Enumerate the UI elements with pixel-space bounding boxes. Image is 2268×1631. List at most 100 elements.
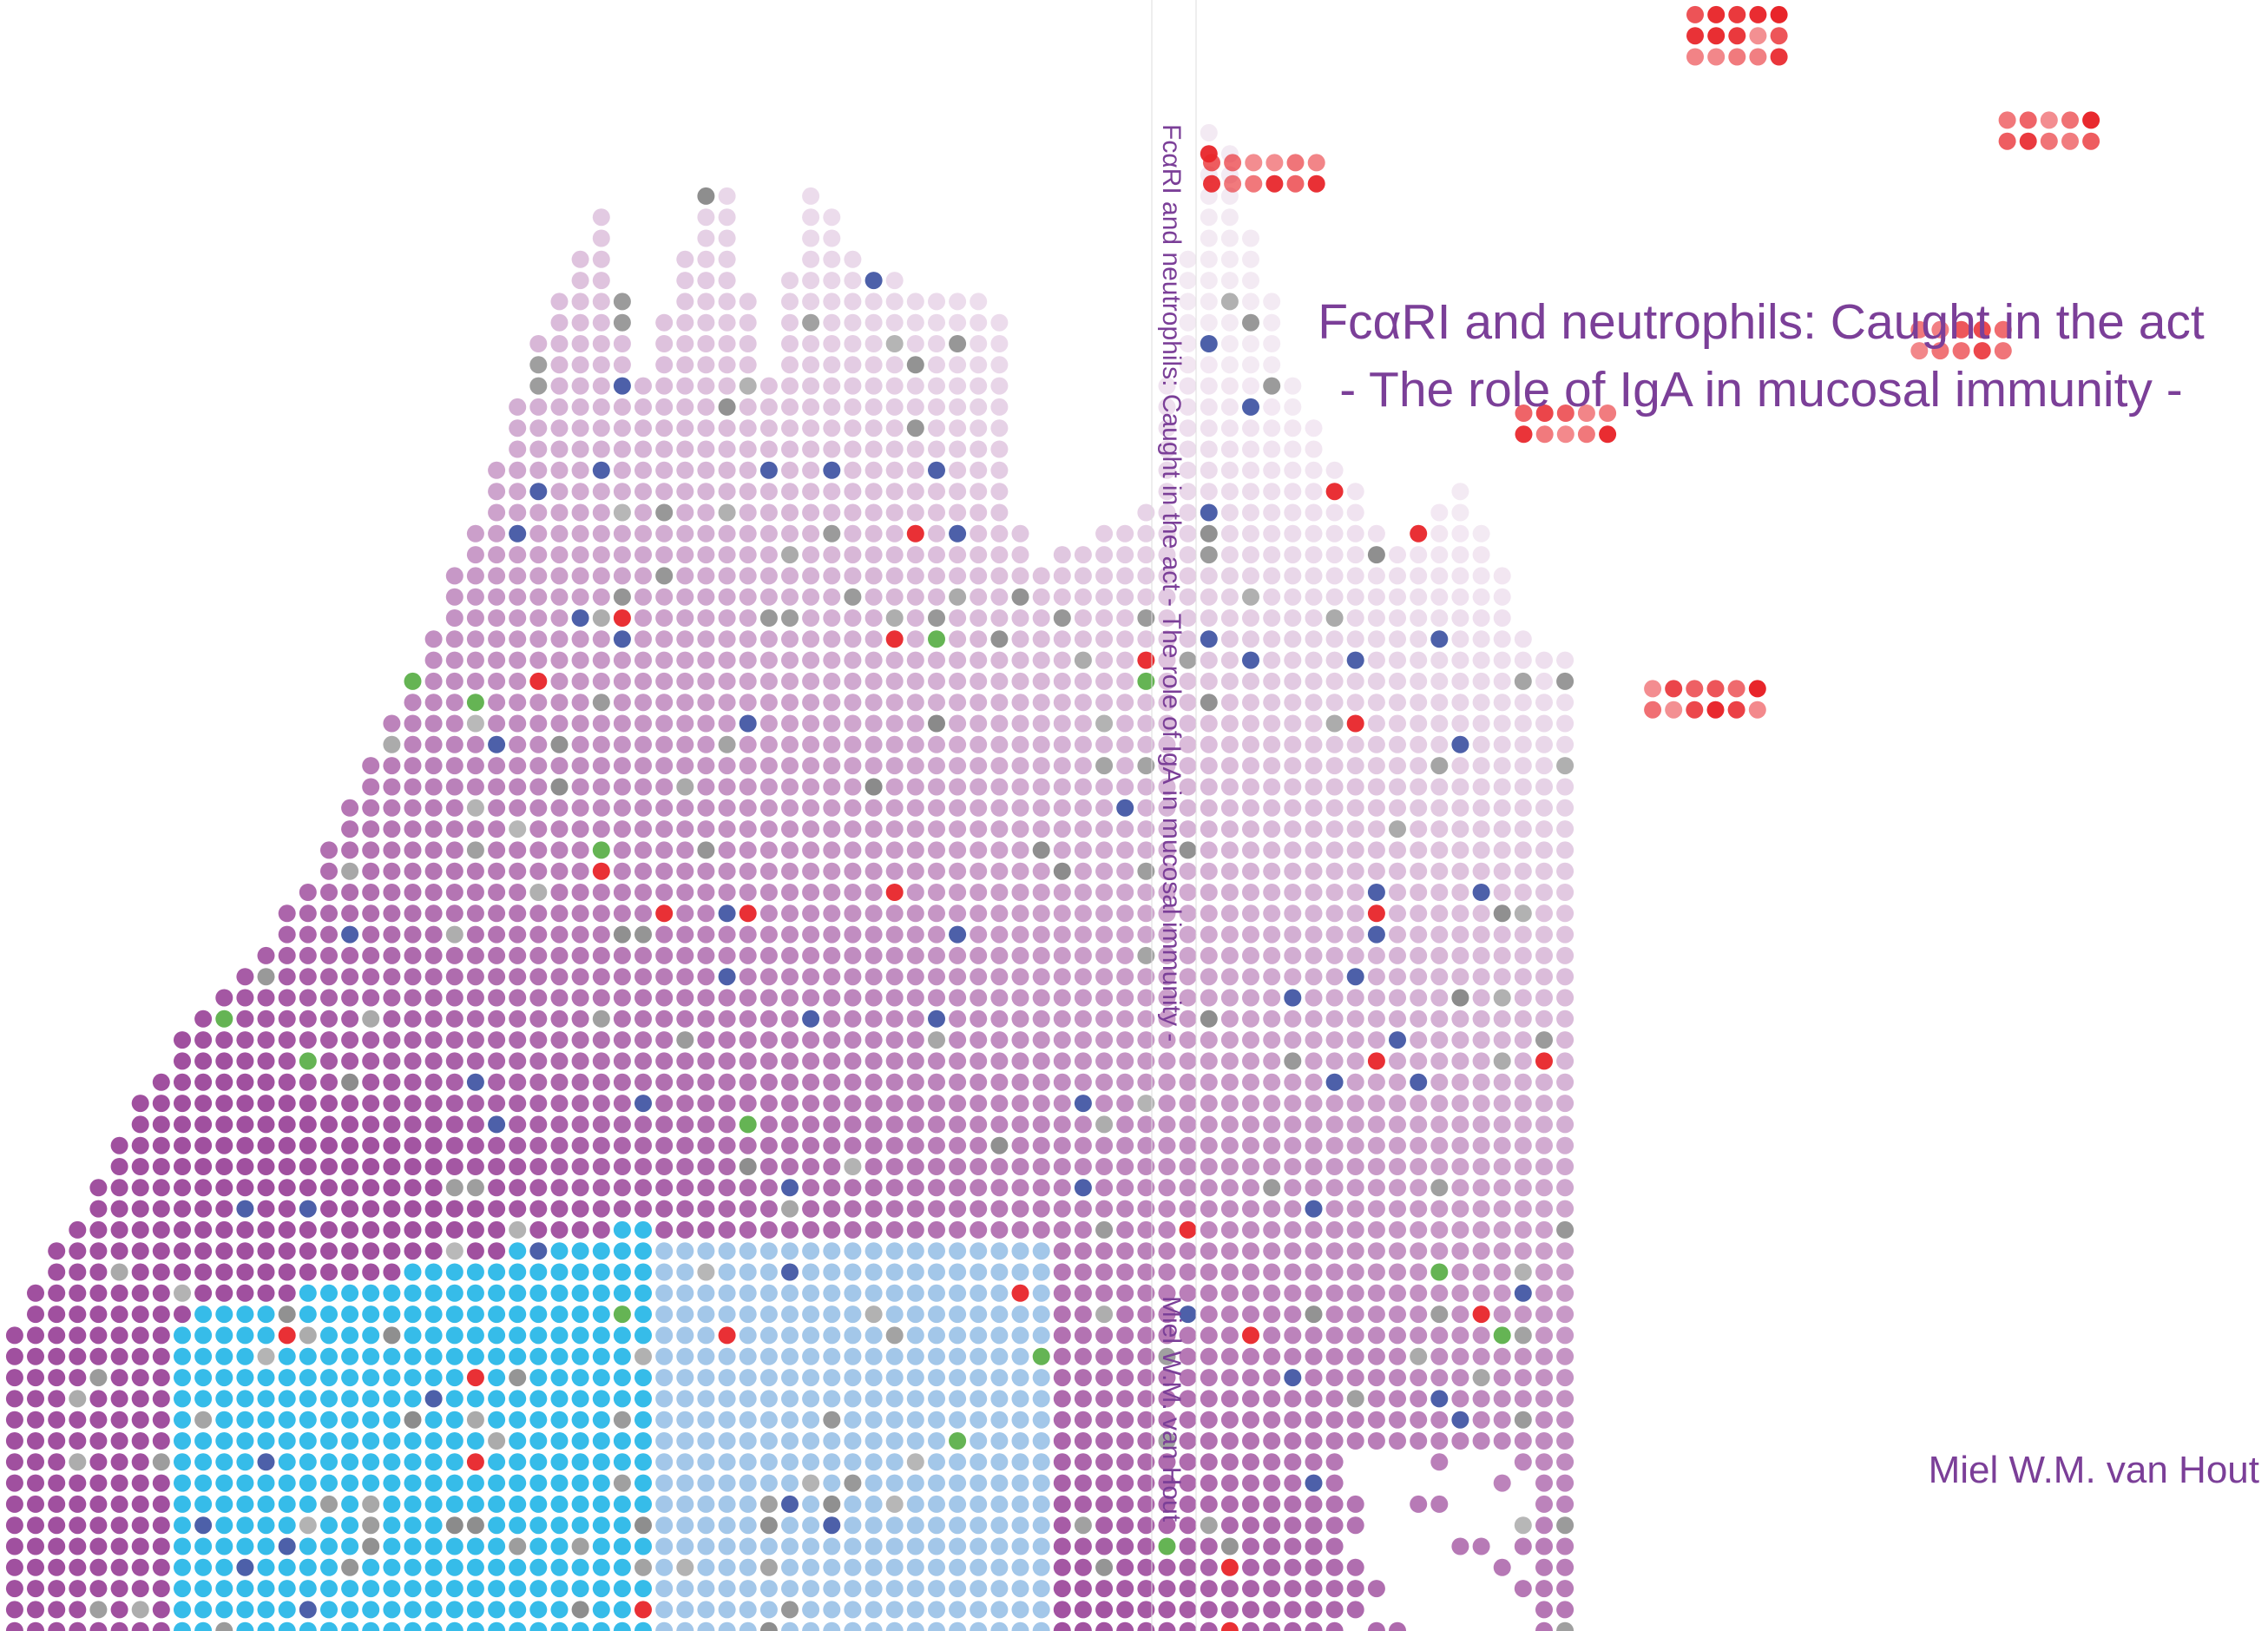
dot	[885, 1474, 904, 1492]
dot	[592, 1453, 610, 1471]
dot	[424, 1200, 443, 1218]
dot	[781, 1601, 799, 1619]
dot	[1556, 1284, 1574, 1302]
dot	[1389, 1326, 1406, 1345]
dot	[823, 1095, 841, 1113]
dot	[697, 1010, 715, 1028]
dot	[1095, 1052, 1114, 1070]
dot	[1994, 320, 2012, 339]
dot	[718, 1390, 736, 1408]
dot	[110, 1537, 128, 1555]
dot	[27, 1621, 44, 1631]
dot	[613, 1474, 631, 1492]
dot	[697, 630, 715, 648]
dot	[864, 1558, 883, 1576]
dot	[341, 1558, 359, 1576]
dot	[949, 841, 967, 859]
dot	[718, 208, 736, 227]
dot	[1514, 1095, 1532, 1113]
dot	[697, 1601, 715, 1619]
dot	[1179, 968, 1197, 986]
dot	[1305, 524, 1323, 543]
dot	[613, 1369, 631, 1387]
dot	[990, 1115, 1009, 1134]
dot	[970, 735, 988, 753]
dot	[1284, 1453, 1302, 1471]
dot	[718, 1031, 736, 1049]
dot	[739, 1516, 757, 1535]
dot	[362, 1453, 380, 1471]
dot	[1200, 123, 1218, 141]
dot	[299, 1284, 317, 1302]
dot	[1325, 1052, 1344, 1070]
dot	[949, 1095, 967, 1113]
dot	[613, 1537, 631, 1555]
dot	[1514, 968, 1532, 986]
dot	[1220, 398, 1239, 416]
dot	[1346, 799, 1364, 817]
dot	[509, 1200, 527, 1218]
dot	[278, 1136, 296, 1154]
dot	[424, 1073, 443, 1091]
dot	[1389, 757, 1406, 775]
dot	[1053, 1601, 1071, 1619]
dot	[1346, 989, 1364, 1007]
dot	[1430, 1326, 1449, 1345]
dot	[1686, 700, 1704, 719]
dot	[1158, 1326, 1176, 1345]
dot	[759, 1073, 778, 1091]
dot	[320, 1474, 338, 1492]
dot	[613, 841, 631, 859]
dot	[1200, 884, 1218, 901]
dot	[718, 1347, 736, 1365]
dot	[1263, 1369, 1281, 1387]
dot	[1325, 757, 1344, 775]
dot	[466, 1411, 484, 1429]
dot	[781, 694, 799, 712]
dot	[823, 272, 841, 290]
dot	[1116, 735, 1134, 753]
dot	[1032, 1305, 1050, 1324]
dot	[1242, 1621, 1259, 1631]
dot	[1263, 609, 1281, 627]
dot	[885, 757, 904, 775]
dot	[1200, 1305, 1218, 1324]
dot	[1472, 714, 1490, 733]
dot	[613, 1010, 631, 1028]
dot	[383, 1326, 401, 1345]
dot	[236, 1369, 254, 1387]
dot	[571, 546, 589, 564]
dot	[509, 1326, 527, 1345]
dot	[110, 1136, 128, 1154]
dot	[906, 313, 924, 332]
dot	[990, 1453, 1009, 1471]
dot	[1158, 989, 1176, 1007]
dot	[1472, 1347, 1490, 1365]
dot	[1242, 546, 1259, 564]
dot	[509, 440, 527, 458]
dot	[802, 503, 820, 522]
dot	[110, 1558, 128, 1576]
dot	[759, 567, 778, 585]
dot	[550, 651, 569, 669]
dot	[1493, 1390, 1511, 1408]
dot	[718, 1580, 736, 1598]
dot	[1242, 1432, 1259, 1450]
dot	[466, 735, 484, 753]
dot	[299, 1136, 317, 1154]
dot	[592, 356, 610, 374]
dot	[781, 1621, 799, 1631]
dot	[781, 1031, 799, 1049]
dot	[236, 1347, 254, 1365]
dot	[1158, 1580, 1176, 1598]
dot	[550, 884, 569, 901]
dot	[1770, 5, 1788, 23]
dot	[970, 1220, 988, 1239]
dot	[466, 778, 484, 796]
dot	[697, 714, 715, 733]
dot	[341, 1580, 359, 1598]
dot	[697, 1411, 715, 1429]
dot	[1137, 672, 1155, 690]
dot	[362, 1411, 380, 1429]
dot	[509, 1242, 527, 1260]
